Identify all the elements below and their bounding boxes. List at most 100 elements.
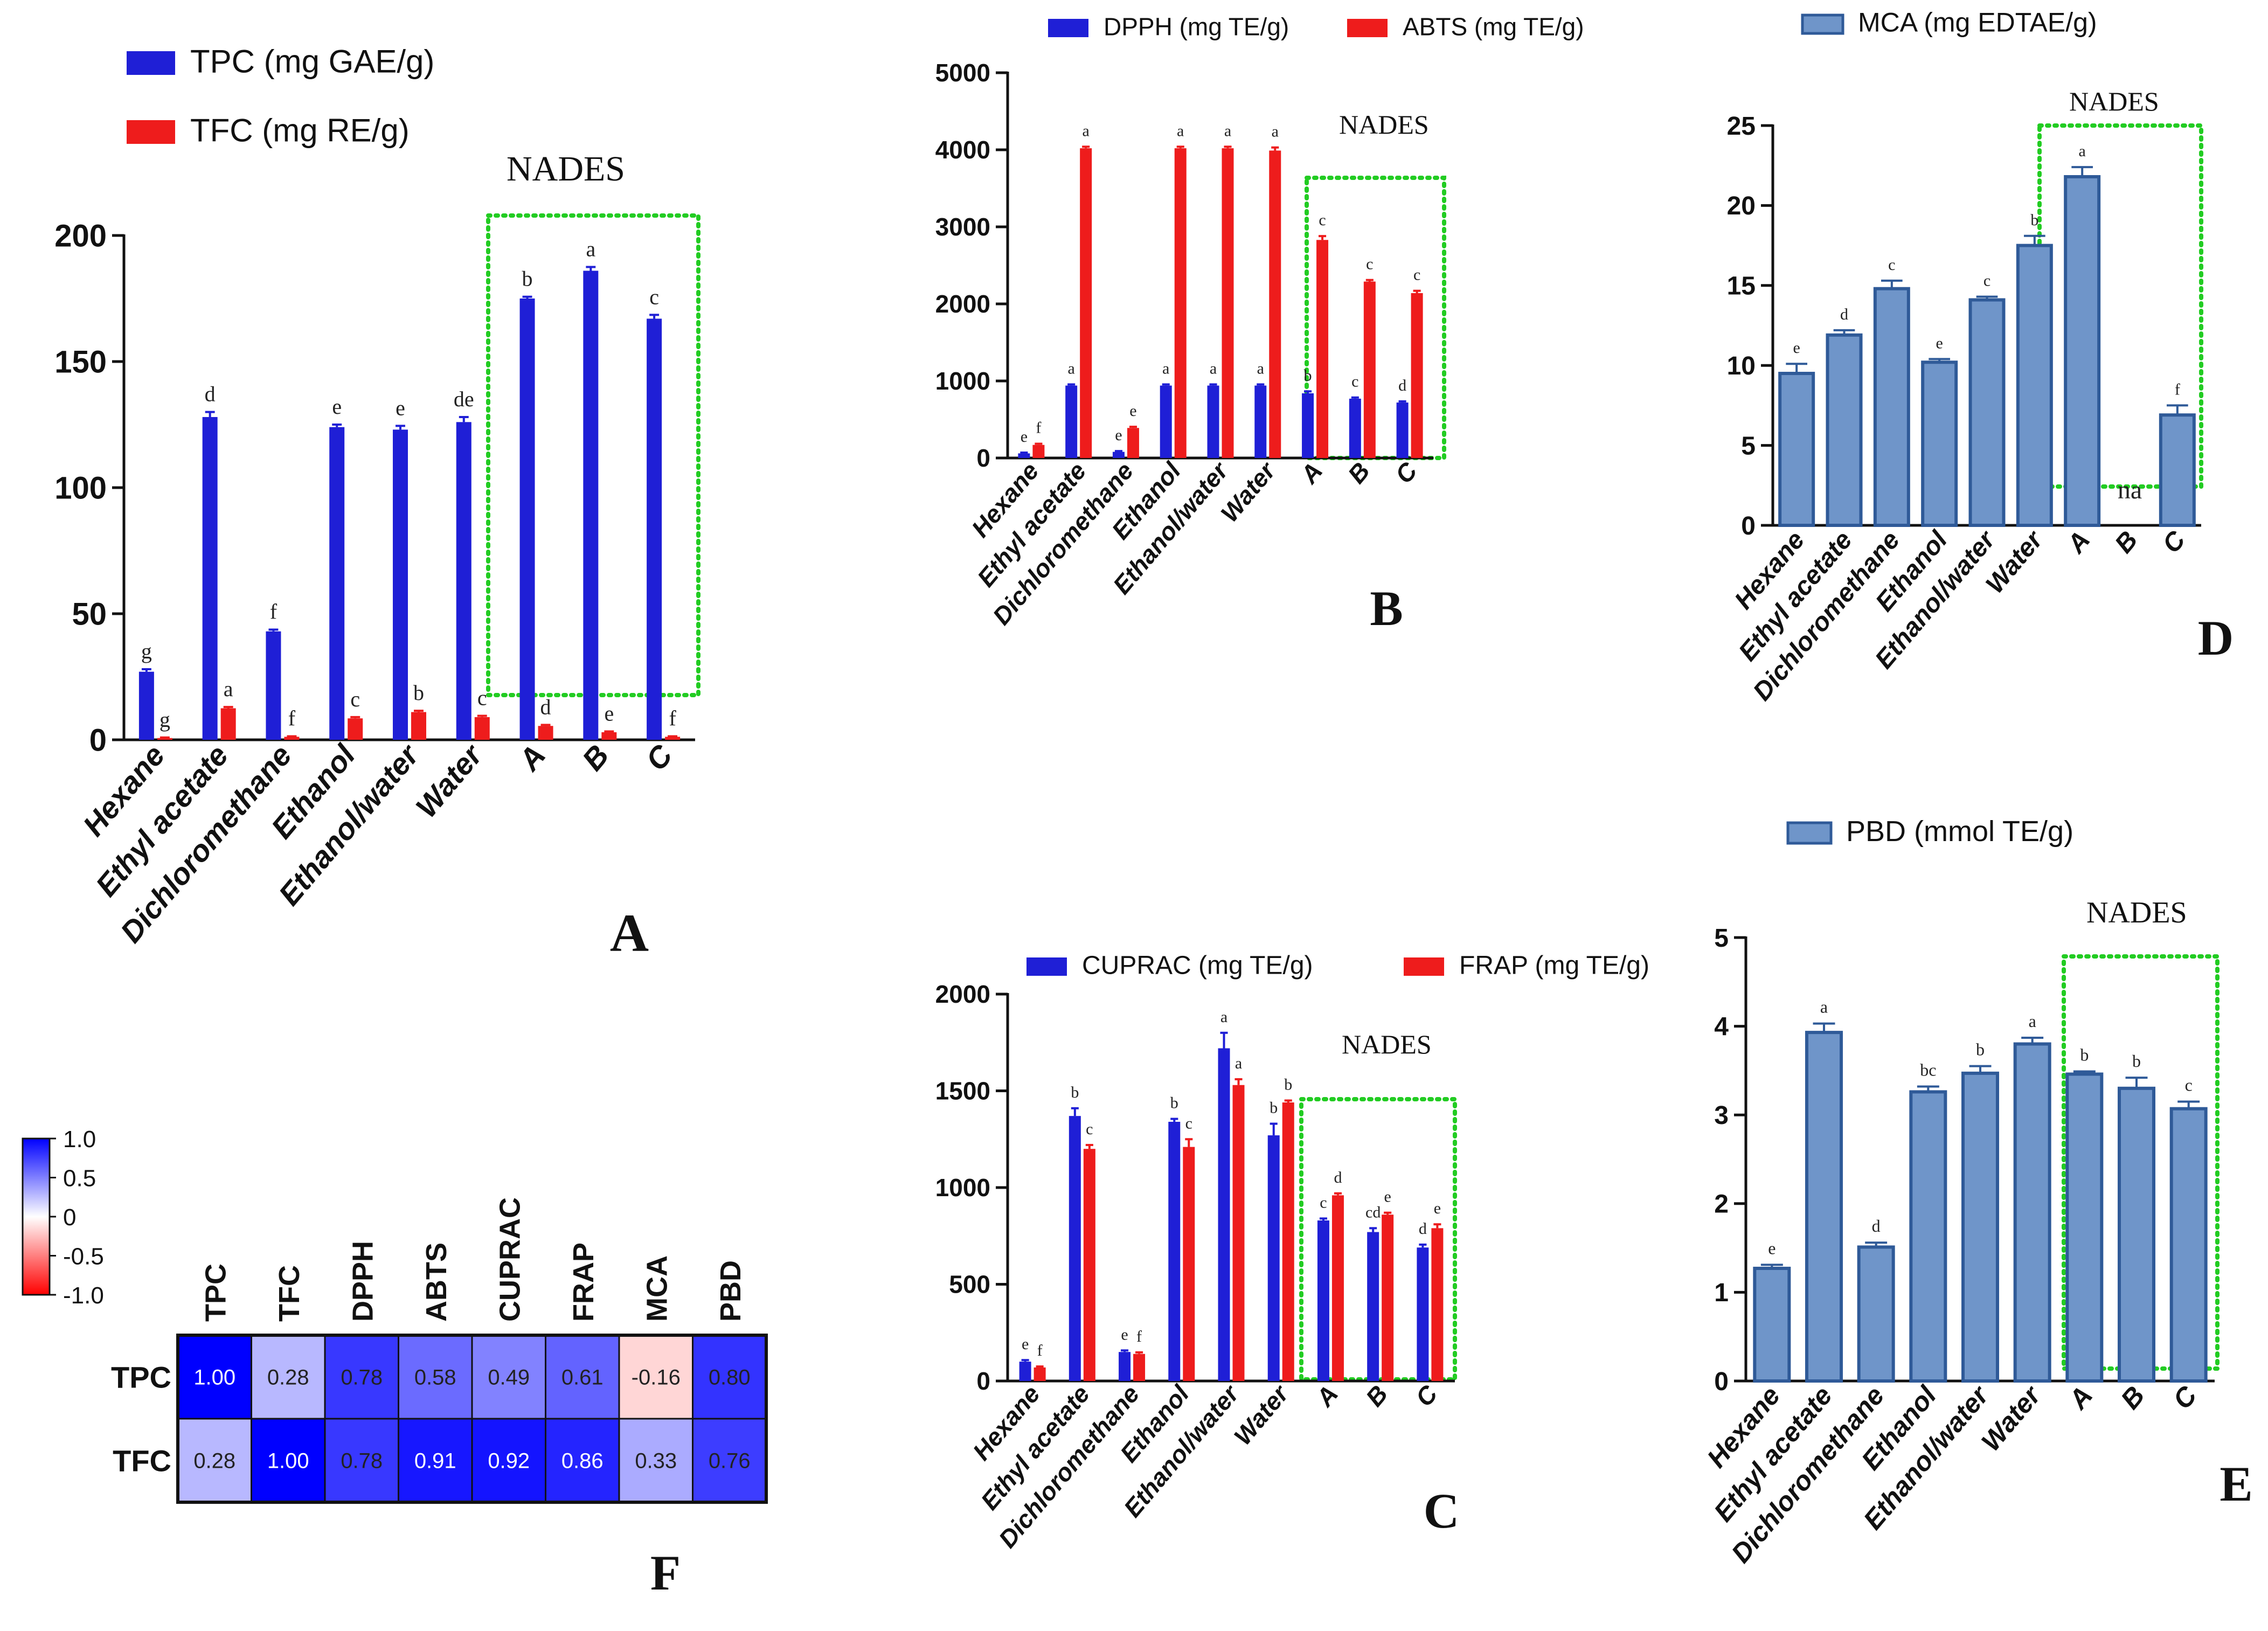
legend-swatch <box>1801 13 1844 35</box>
bar-a-s1-a <box>538 726 553 740</box>
bar-a-s1-water <box>474 717 490 740</box>
category-label-water: Water <box>409 737 490 824</box>
y-tick-label: 1000 <box>935 367 990 395</box>
bar-a-s1-ethanol <box>348 718 363 740</box>
y-tick-label: 3 <box>1714 1101 1729 1130</box>
significance-letter: c <box>1366 255 1373 273</box>
category-label-c: C <box>1390 456 1423 488</box>
bar-c-s0-b <box>1367 1232 1379 1381</box>
category-label-c: C <box>1410 1379 1443 1411</box>
heatmap-value: 0.78 <box>341 1449 383 1473</box>
nades-label: NADES <box>2069 86 2159 116</box>
significance-letter: a <box>1272 123 1279 141</box>
category-label-a: A <box>2062 526 2096 559</box>
significance-letter: b <box>1270 1099 1278 1117</box>
significance-letter: a <box>1224 122 1231 140</box>
significance-letter: c <box>1320 1193 1327 1211</box>
significance-letter: c <box>649 284 659 309</box>
legend-label: TPC (mg GAE/g) <box>190 44 434 80</box>
legend-swatch <box>1048 19 1088 37</box>
significance-letter: b <box>1976 1040 1985 1059</box>
bar-e-s0-ethanol-water <box>1961 1071 1999 1383</box>
panel-label-e: E <box>2220 1456 2252 1511</box>
significance-letter: f <box>1136 1328 1142 1345</box>
legend-label: PBD (mmol TE/g) <box>1846 815 2073 848</box>
category-label-a: A <box>1310 1380 1343 1412</box>
category-label-a: A <box>1294 457 1328 489</box>
bar-b-s1-hexane <box>1032 445 1045 458</box>
legend-swatch <box>1786 821 1833 845</box>
y-tick-label: 200 <box>54 218 107 253</box>
significance-letter: e <box>1115 426 1122 444</box>
colorbar-tick-label: -0.5 <box>63 1244 104 1270</box>
bar-a-s0-c <box>647 318 662 740</box>
bar-b-s0-hexane <box>1018 453 1030 458</box>
significance-letter: e <box>604 702 614 726</box>
heatmap-frame <box>176 1334 768 1504</box>
heatmap-cell-tfc-abts <box>398 1418 473 1503</box>
significance-letter: b <box>522 267 533 291</box>
bar-b-s1-dichloromethane <box>1127 428 1139 458</box>
bar-c-s0-water <box>1267 1135 1280 1381</box>
category-label-b: B <box>575 738 615 776</box>
bar-b-s0-c <box>1396 402 1409 458</box>
bar-b-s0-ethyl-acetate <box>1065 385 1078 458</box>
y-tick-label: 2000 <box>935 290 990 318</box>
heatmap-value: 0.78 <box>341 1366 383 1390</box>
heatmap-cell-tfc-frap <box>545 1418 620 1503</box>
heatmap-column-label: DPPH <box>346 1241 379 1322</box>
y-tick-label: 0 <box>1714 1368 1729 1396</box>
significance-letter: e <box>1434 1199 1441 1217</box>
category-label-c: C <box>2157 525 2191 559</box>
legend-swatch <box>1404 957 1444 976</box>
y-tick-label: 5 <box>1741 432 1756 460</box>
heatmap-value: 0.28 <box>193 1449 235 1473</box>
panel-label-b: B <box>1370 581 1403 636</box>
bar-c-s1-ethanol-water <box>1232 1085 1245 1381</box>
heatmap-value: 0.80 <box>709 1366 751 1390</box>
heatmap-cell-tfc-mca <box>618 1418 693 1503</box>
legend-label: ABTS (mg TE/g) <box>1403 13 1584 41</box>
heatmap-value: 0.58 <box>414 1366 456 1390</box>
heatmap-value: 0.33 <box>635 1449 677 1473</box>
bar-a-s0-ethyl-acetate <box>202 417 218 740</box>
legend-label: CUPRAC (mg TE/g) <box>1082 952 1313 980</box>
category-label-water: Water <box>1975 1379 2047 1457</box>
bar-b-s0-water <box>1254 385 1267 458</box>
significance-letter: d <box>205 382 216 406</box>
bar-c-s1-c <box>1431 1228 1444 1381</box>
significance-letter: b <box>1170 1094 1178 1112</box>
y-tick-label: 1500 <box>935 1077 990 1105</box>
bar-d-s0-ethyl-acetate <box>1826 333 1863 527</box>
y-tick-label: 20 <box>1727 192 1756 220</box>
bar-a-s1-hexane <box>157 738 172 740</box>
nades-label: NADES <box>507 149 625 189</box>
bar-c-s0-dichloromethane <box>1119 1352 1131 1381</box>
y-tick-label: 1000 <box>935 1174 990 1202</box>
significance-letter: b <box>2080 1045 2089 1065</box>
significance-letter: c <box>1413 266 1420 284</box>
bar-b-s1-b <box>1363 281 1376 458</box>
nades-label: NADES <box>2086 896 2187 929</box>
significance-letter: bc <box>1920 1060 1936 1080</box>
y-tick-label: 0 <box>1741 512 1756 540</box>
significance-letter: b <box>2132 1051 2141 1071</box>
bar-a-s0-ethanol <box>329 427 345 740</box>
bar-d-s0-hexane <box>1778 372 1815 527</box>
significance-letter: a <box>1068 359 1075 377</box>
heatmap-value: 0.91 <box>414 1449 456 1473</box>
significance-letter: f <box>270 599 278 623</box>
significance-letter: c <box>1351 373 1358 391</box>
significance-letter: na <box>2118 476 2142 504</box>
panel-label-a: A <box>610 903 649 963</box>
significance-letter: c <box>477 686 487 710</box>
bar-c-s0-c <box>1417 1247 1429 1381</box>
bar-c-s0-ethyl-acetate <box>1069 1116 1081 1381</box>
heatmap-value: 1.00 <box>193 1366 235 1390</box>
significance-letter: g <box>141 639 152 663</box>
significance-letter: a <box>1210 359 1217 377</box>
heatmap-cell-tpc-cuprac <box>471 1334 546 1420</box>
significance-letter: d <box>1419 1220 1427 1238</box>
legend-label: MCA (mg EDTAE/g) <box>1858 8 2097 38</box>
